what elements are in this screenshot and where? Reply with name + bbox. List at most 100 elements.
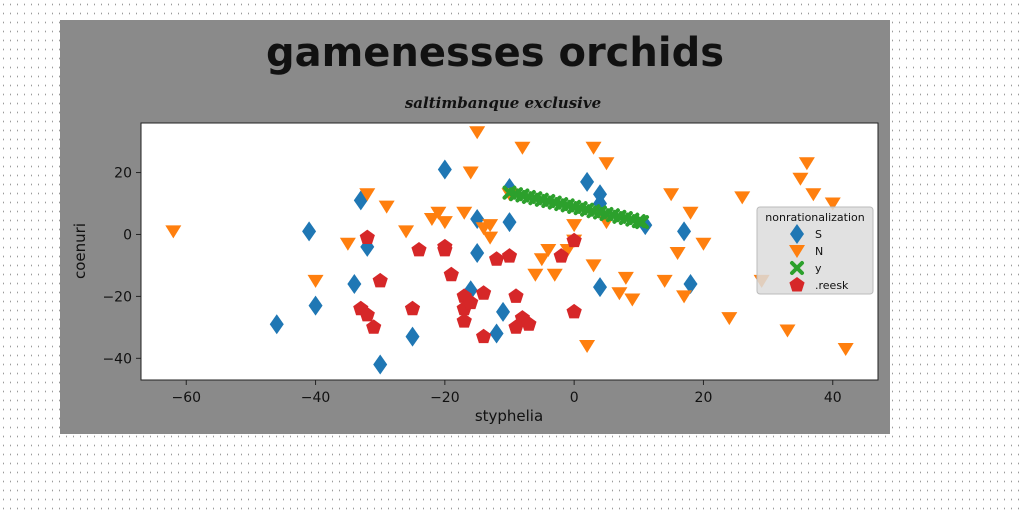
x-tick-label: 0: [570, 390, 579, 406]
data-point: [398, 225, 415, 239]
data-point: [347, 274, 362, 295]
y-axis-label: coenuri: [71, 223, 89, 279]
data-point: [579, 339, 596, 353]
data-point: [501, 248, 518, 263]
legend-marker: [789, 277, 805, 292]
legend: nonrationalization SNy .reesk: [756, 206, 874, 295]
data-point: [411, 242, 427, 257]
legend-label: S: [815, 228, 822, 241]
x-axis-ticks: −60 −40 −20 0 20 40: [171, 380, 842, 406]
data-point: [683, 274, 698, 295]
data-point: [656, 274, 673, 288]
data-point: [489, 323, 504, 344]
data-point: [695, 237, 712, 251]
legend-label: y: [815, 262, 822, 275]
chart-figure: gamenesses orchids saltimbanque exclusiv…: [60, 20, 890, 434]
legend-box: [756, 206, 874, 295]
data-point: [779, 324, 796, 338]
data-point: [663, 188, 680, 202]
data-point: [734, 191, 751, 205]
legend-label: N: [815, 245, 823, 258]
data-point: [430, 206, 447, 220]
chart-title: gamenesses orchids: [266, 30, 724, 76]
data-point: [423, 212, 440, 226]
y-tick-label: −20: [102, 289, 132, 305]
x-tick-label: 40: [824, 390, 842, 406]
data-point: [598, 157, 615, 171]
data-point: [359, 229, 375, 244]
data-point: [805, 188, 822, 202]
data-point: [302, 221, 317, 242]
data-point: [307, 274, 324, 288]
data-point: [456, 206, 473, 220]
x-tick-label: −40: [301, 390, 331, 406]
data-point: [533, 253, 550, 267]
data-point: [559, 243, 576, 257]
data-point: [521, 316, 537, 331]
data-point: [359, 307, 375, 322]
data-point: [463, 294, 479, 310]
data-point: [456, 313, 472, 328]
data-point: [496, 301, 511, 322]
data-point: [359, 188, 376, 202]
data-point: [585, 259, 602, 273]
data-point: [837, 343, 854, 357]
x-tick-label: −20: [430, 390, 460, 406]
data-point: [469, 126, 486, 140]
data-point: [676, 290, 693, 304]
data-point: [553, 248, 569, 263]
legend-items: SNy .reesk: [789, 224, 849, 292]
data-marks: [165, 126, 854, 375]
data-point: [580, 171, 595, 192]
data-point: [546, 268, 563, 282]
data-point: [373, 354, 388, 375]
data-point: [269, 314, 284, 335]
series-1: [165, 126, 854, 357]
data-point: [482, 219, 499, 233]
data-point: [677, 221, 692, 242]
data-point: [436, 216, 453, 230]
legend-label: .reesk: [815, 279, 849, 292]
data-point: [443, 266, 459, 282]
data-point: [566, 303, 582, 319]
data-point: [824, 197, 841, 211]
data-point: [792, 172, 809, 186]
data-point: [566, 219, 583, 233]
data-point: [165, 225, 182, 239]
data-point: [378, 200, 395, 214]
x-tick-label: 20: [695, 390, 713, 406]
data-point: [617, 271, 634, 285]
legend-marker: [790, 261, 804, 275]
data-point: [476, 285, 492, 300]
data-point: [593, 277, 608, 298]
data-point: [527, 268, 544, 282]
data-point: [540, 243, 557, 257]
series-2: [502, 185, 650, 230]
data-point: [366, 319, 382, 334]
scatter-chart: gamenesses orchids saltimbanque exclusiv…: [71, 30, 879, 425]
data-point: [624, 293, 641, 307]
data-point: [482, 231, 499, 245]
data-point: [437, 159, 452, 180]
legend-marker: [790, 224, 804, 244]
data-point: [489, 251, 505, 266]
data-point: [308, 295, 323, 316]
data-point: [669, 247, 686, 261]
data-point: [502, 212, 517, 233]
data-point: [798, 157, 815, 171]
data-point: [437, 238, 453, 254]
data-point: [585, 141, 602, 155]
data-point: [339, 237, 356, 251]
y-tick-label: 20: [114, 166, 132, 182]
data-point: [635, 215, 650, 230]
y-tick-label: −40: [102, 351, 132, 367]
data-point: [372, 272, 388, 288]
legend-title: nonrationalization: [765, 211, 864, 224]
data-point: [462, 166, 479, 180]
data-point: [476, 328, 492, 344]
chart-subtitle: saltimbanque exclusive: [405, 94, 601, 112]
data-point: [682, 206, 699, 220]
data-point: [514, 141, 531, 155]
data-point: [508, 288, 524, 303]
data-point: [405, 326, 420, 347]
